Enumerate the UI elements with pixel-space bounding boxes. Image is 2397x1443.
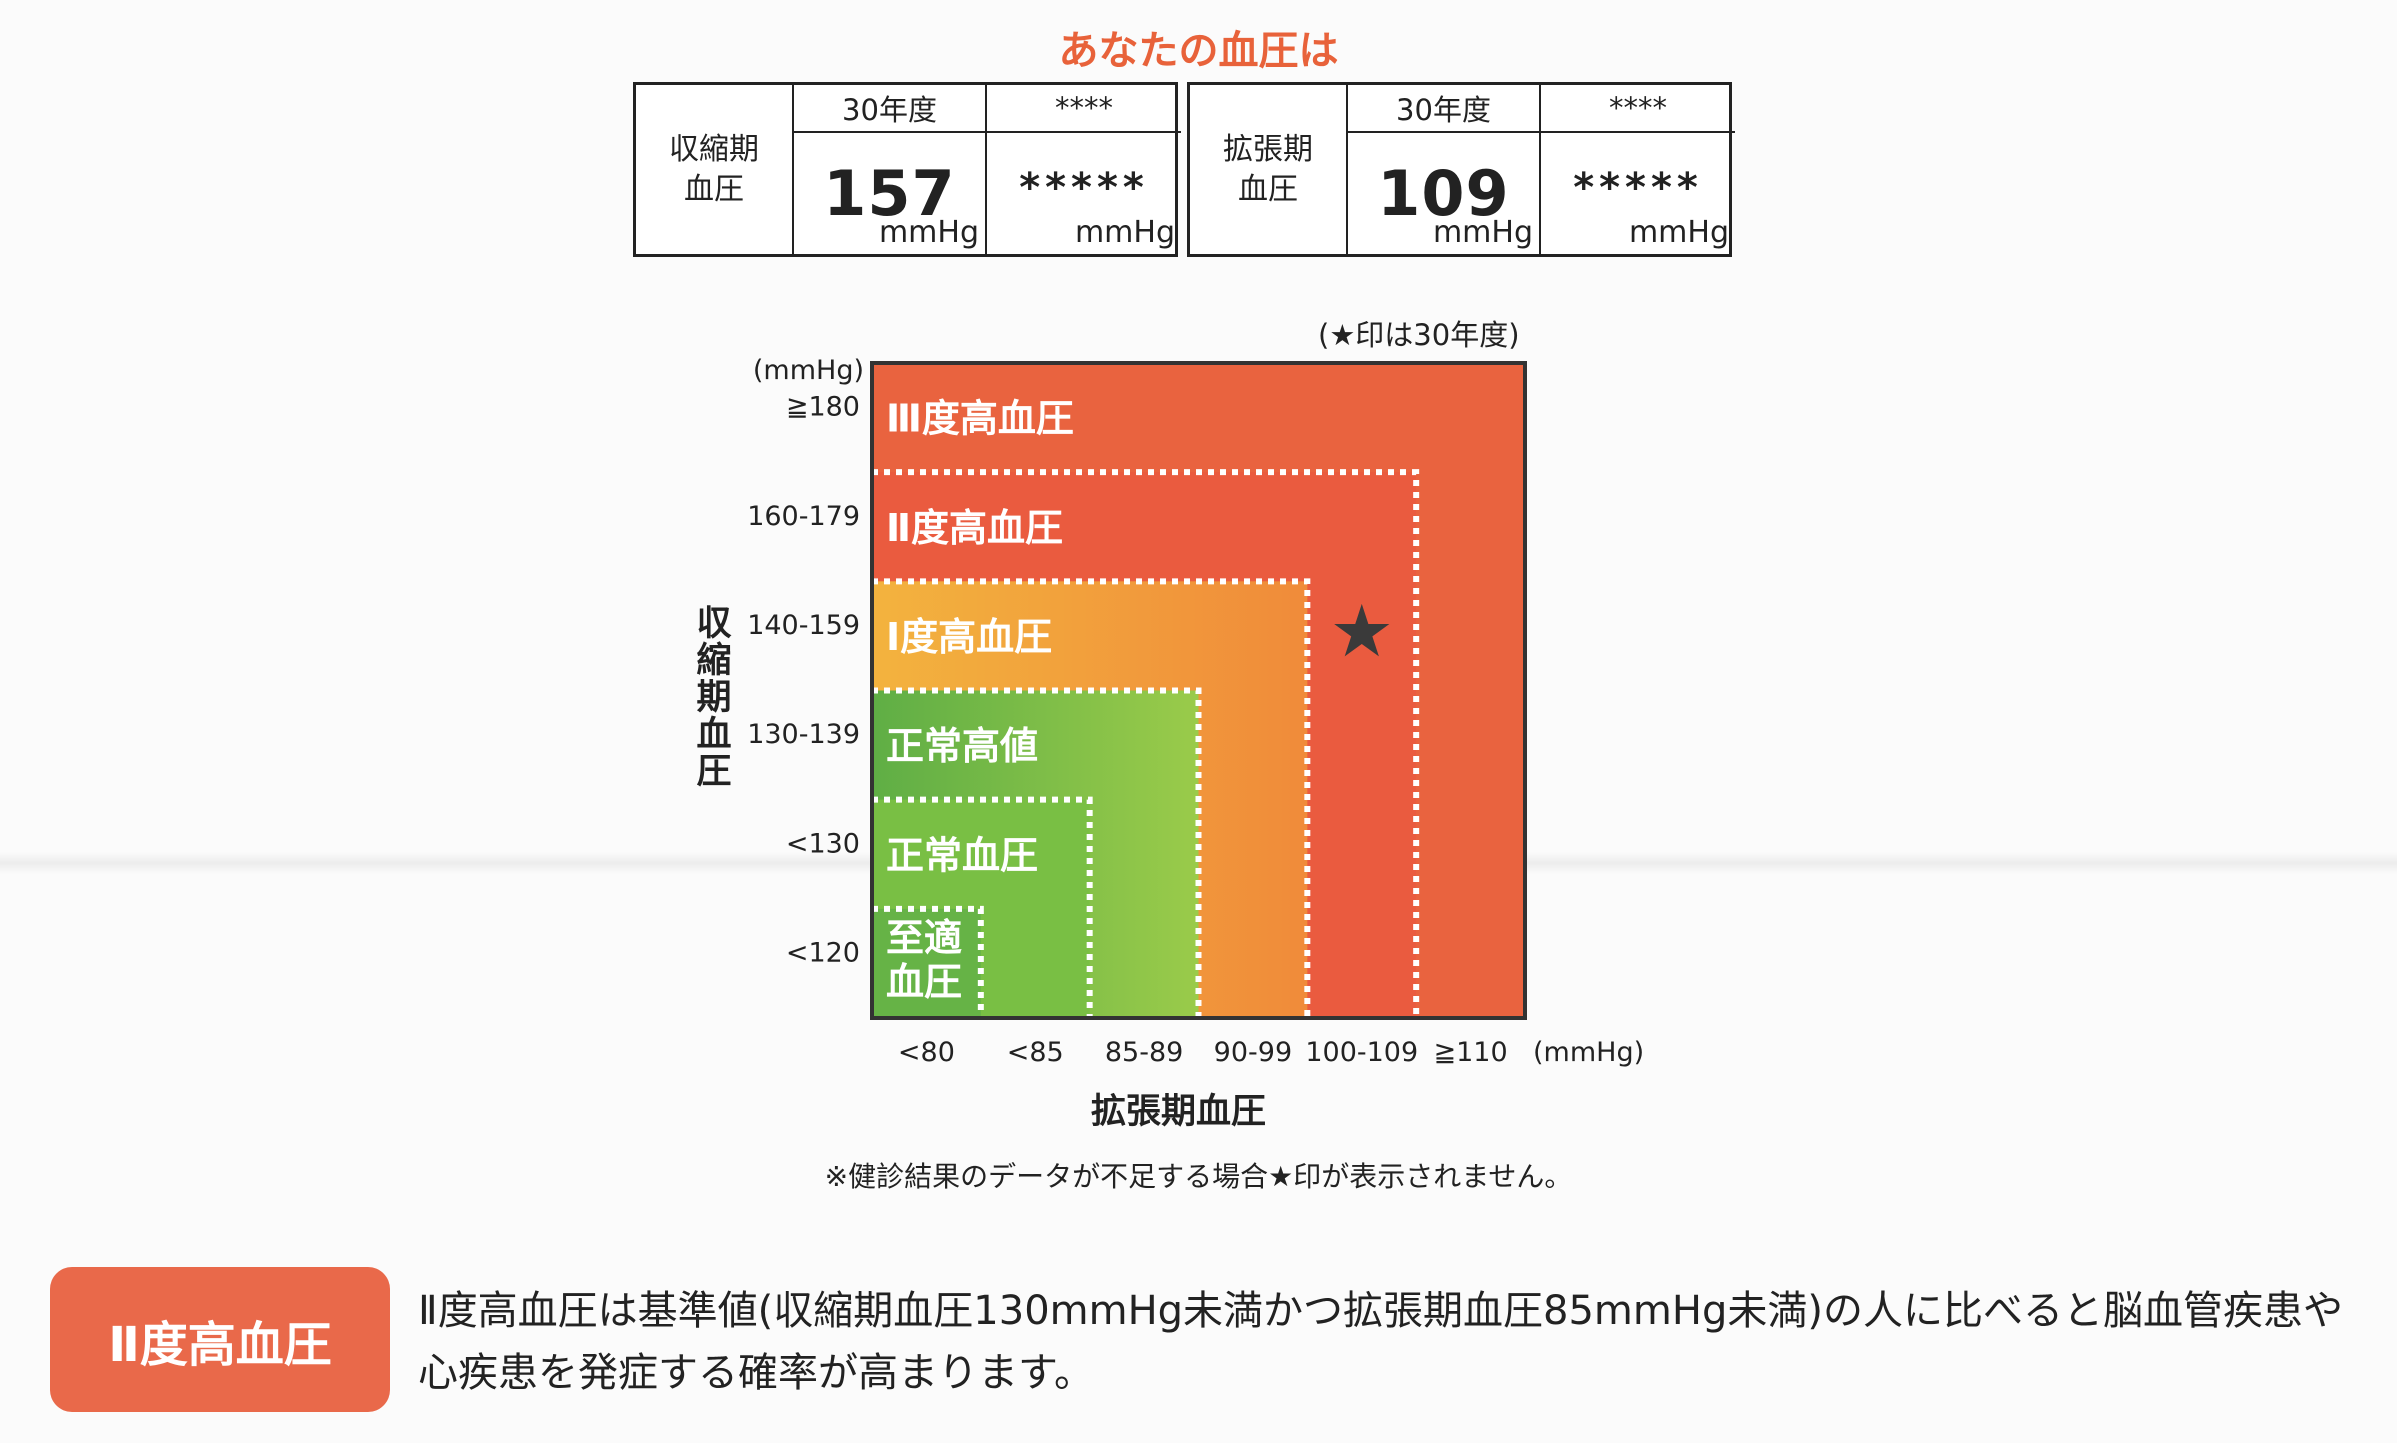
systolic-current-value: 157 [823,157,956,230]
zone-label: 至適 [886,916,962,960]
y-tick-label: 140-159 [747,610,860,641]
zone-boundary [872,469,1420,1018]
x-unit-label: (mmHg) [1533,1037,1644,1068]
systolic-previous-cell: **** ***** mmHg [987,85,1181,254]
diastolic-current-value: 109 [1377,157,1510,230]
diastolic-label: 拡張期 血圧 [1190,85,1348,254]
diastolic-current-unit: mmHg [1432,215,1533,250]
result-description: Ⅱ度高血圧は基準値(収縮期血圧130mmHg未満かつ拡張期血圧85mmHg未満)… [418,1288,2343,1396]
systolic-previous-header: **** [987,85,1181,133]
y-tick-label: 130-139 [747,719,860,750]
systolic-previous-value: ***** [1019,165,1149,211]
x-tick-label: <80 [898,1037,955,1068]
systolic-table: 収縮期 血圧 30年度 157 mmHg **** ***** mmHg [633,82,1181,257]
systolic-current-unit: mmHg [878,215,979,250]
chart-marker-note: (★印は30年度) [1318,318,1520,352]
diastolic-current-cell: 30年度 109 mmHg [1348,85,1541,254]
current-year-star-marker: ★ [1329,589,1394,673]
diastolic-table: 拡張期 血圧 30年度 109 mmHg **** ***** mmHg [1187,82,1735,257]
y-tick-label: ≧180 [786,392,860,423]
diastolic-previous-value: ***** [1573,165,1703,211]
x-tick-label: 85-89 [1105,1037,1183,1068]
diastolic-previous-header: **** [1541,85,1735,133]
diastolic-current-header: 30年度 [1348,85,1539,133]
y-axis-title-char: 血 [696,715,731,755]
y-axis-title-char: 期 [696,678,731,718]
y-tick-label: <120 [786,937,860,968]
y-axis-title-char: 収 [696,604,731,644]
zone-boundary [872,687,1202,1018]
zone-label: Ⅲ度高血圧 [886,397,1074,441]
zone-label: 正常高値 [886,724,1038,768]
zone-area [872,908,981,1018]
page-headline: あなたの血圧は [1058,28,1339,74]
zone-label: 血圧 [886,960,962,1004]
x-tick-label: <85 [1007,1037,1064,1068]
systolic-previous-unit: mmHg [1074,215,1175,250]
y-tick-label: <130 [786,828,860,859]
systolic-current-header: 30年度 [794,85,985,133]
x-axis-title: 拡張期血圧 [1091,1092,1266,1132]
x-tick-label: 100-109 [1305,1037,1418,1068]
zone-label: Ⅰ度高血圧 [886,615,1052,659]
footnote: ※健診結果のデータが不足する場合★印が表示されません。 [824,1160,1573,1193]
result-badge: Ⅱ度高血圧 [50,1267,390,1412]
zone-label: 正常血圧 [886,833,1038,877]
y-axis-title-char: 縮 [696,641,731,681]
x-tick-label: ≧110 [1433,1037,1507,1068]
zone-boundary [872,578,1311,1018]
zone-label: Ⅱ度高血圧 [886,506,1063,550]
systolic-label: 収縮期 血圧 [636,85,794,254]
y-axis-title-char: 圧 [696,752,731,792]
x-tick-label: 90-99 [1214,1037,1292,1068]
diastolic-previous-unit: mmHg [1628,215,1729,250]
systolic-current-cell: 30年度 157 mmHg [794,85,987,254]
zone-boundary [872,905,984,1018]
chart-frame [870,361,1527,1020]
zone-boundary [872,796,1093,1018]
diastolic-previous-cell: **** ***** mmHg [1541,85,1735,254]
y-unit-label: (mmHg) [753,355,864,386]
y-tick-label: 160-179 [747,501,860,532]
